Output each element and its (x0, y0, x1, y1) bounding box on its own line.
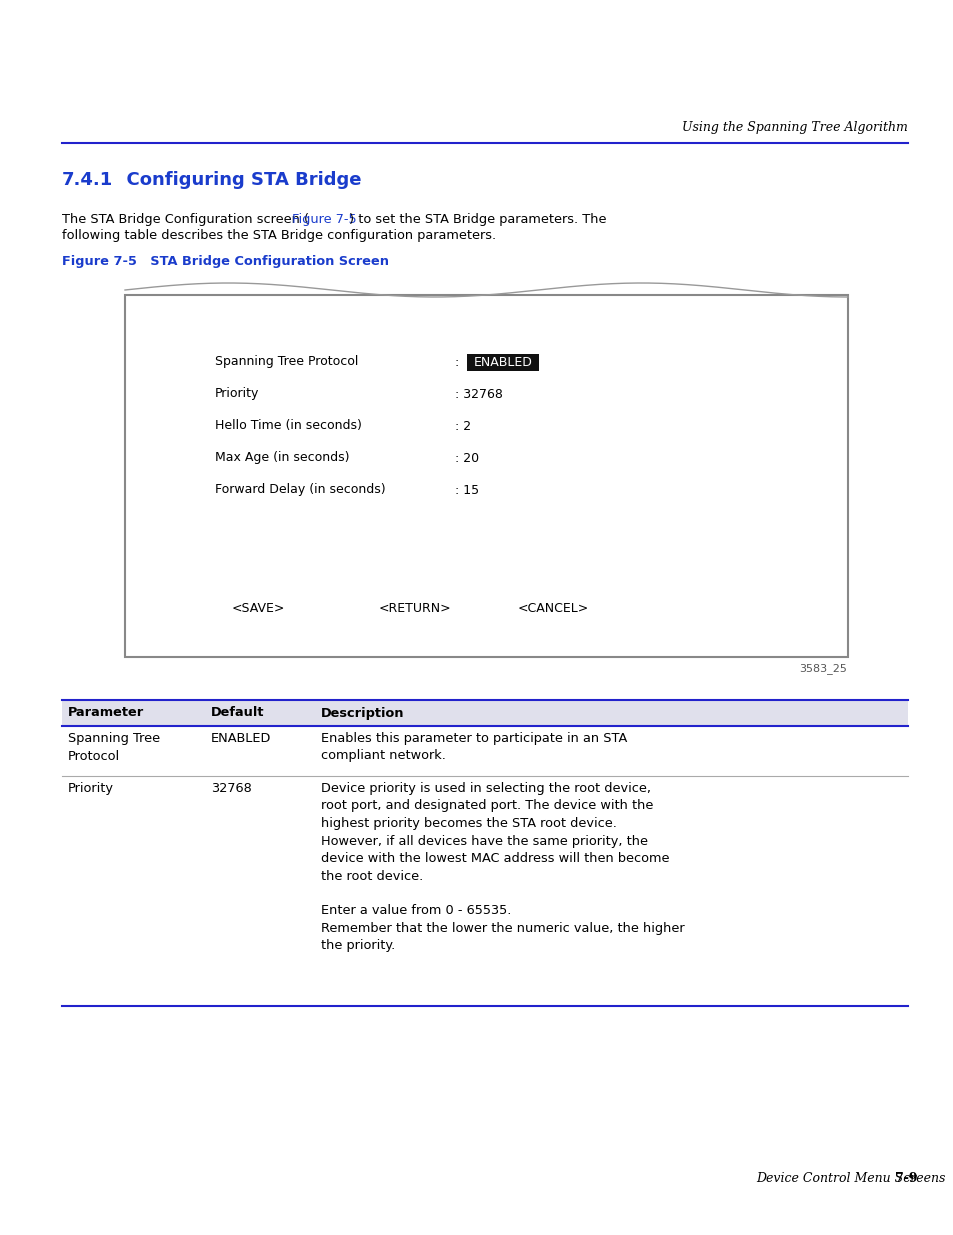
Text: Description: Description (320, 706, 404, 720)
Text: : 2: : 2 (455, 420, 471, 432)
Text: Priority: Priority (214, 388, 259, 400)
Text: Forward Delay (in seconds): Forward Delay (in seconds) (214, 483, 385, 496)
Text: Spanning Tree
Protocol: Spanning Tree Protocol (68, 732, 160, 762)
FancyBboxPatch shape (62, 700, 907, 726)
Text: : 15: : 15 (455, 483, 478, 496)
Text: Priority: Priority (68, 782, 113, 795)
Text: <CANCEL>: <CANCEL> (517, 601, 588, 615)
Text: Figure 7-5: Figure 7-5 (292, 212, 356, 226)
Text: Device priority is used in selecting the root device,
root port, and designated : Device priority is used in selecting the… (320, 782, 684, 952)
Text: 7-9: 7-9 (894, 1172, 917, 1184)
FancyBboxPatch shape (125, 295, 847, 657)
Text: <SAVE>: <SAVE> (231, 601, 284, 615)
Text: Configuring STA Bridge: Configuring STA Bridge (113, 170, 361, 189)
Text: ) to set the STA Bridge parameters. The: ) to set the STA Bridge parameters. The (349, 212, 606, 226)
Text: Device Control Menu Screens: Device Control Menu Screens (755, 1172, 944, 1184)
Text: Default: Default (211, 706, 264, 720)
Text: The STA Bridge Configuration screen (: The STA Bridge Configuration screen ( (62, 212, 309, 226)
Text: 3583_25: 3583_25 (799, 663, 846, 674)
Text: Figure 7-5   STA Bridge Configuration Screen: Figure 7-5 STA Bridge Configuration Scre… (62, 256, 389, 268)
Text: : 32768: : 32768 (455, 388, 502, 400)
Text: 7.4.1: 7.4.1 (62, 170, 113, 189)
Text: 32768: 32768 (211, 782, 252, 795)
FancyBboxPatch shape (467, 353, 538, 370)
Text: Using the Spanning Tree Algorithm: Using the Spanning Tree Algorithm (681, 121, 907, 135)
Text: Parameter: Parameter (68, 706, 144, 720)
Text: :: : (455, 356, 458, 368)
Text: following table describes the STA Bridge configuration parameters.: following table describes the STA Bridge… (62, 228, 496, 242)
Text: : 20: : 20 (455, 452, 478, 464)
Text: ENABLED: ENABLED (211, 732, 271, 745)
Text: ENABLED: ENABLED (473, 356, 532, 368)
Text: Enables this parameter to participate in an STA
compliant network.: Enables this parameter to participate in… (320, 732, 626, 762)
Text: <RETURN>: <RETURN> (378, 601, 451, 615)
Text: Hello Time (in seconds): Hello Time (in seconds) (214, 420, 361, 432)
Text: Max Age (in seconds): Max Age (in seconds) (214, 452, 349, 464)
Text: Spanning Tree Protocol: Spanning Tree Protocol (214, 356, 358, 368)
